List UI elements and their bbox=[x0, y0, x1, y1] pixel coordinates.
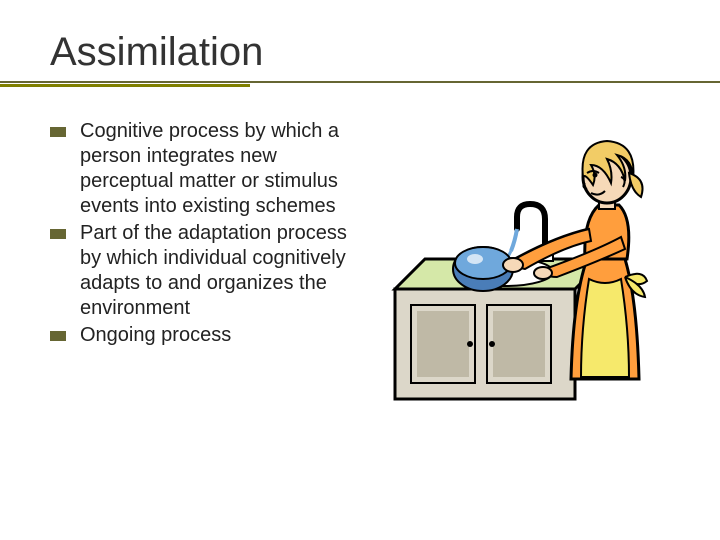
bullet-list: Cognitive process by which a person inte… bbox=[50, 119, 350, 419]
square-bullet-icon bbox=[50, 229, 66, 239]
illustration bbox=[370, 119, 670, 419]
bullet-text: Ongoing process bbox=[80, 323, 231, 348]
washing-dishes-icon bbox=[375, 119, 665, 419]
list-item: Cognitive process by which a person inte… bbox=[50, 119, 350, 219]
slide-title: Assimilation bbox=[50, 30, 670, 75]
list-item: Part of the adaptation process by which … bbox=[50, 221, 350, 321]
title-rule bbox=[50, 81, 670, 91]
square-bullet-icon bbox=[50, 127, 66, 137]
rule-line bbox=[0, 81, 720, 83]
bullet-text: Part of the adaptation process by which … bbox=[80, 221, 350, 321]
list-item: Ongoing process bbox=[50, 323, 350, 348]
slide: Assimilation Cognitive process by which … bbox=[0, 0, 720, 540]
content-row: Cognitive process by which a person inte… bbox=[50, 119, 670, 419]
rule-accent bbox=[0, 84, 250, 87]
bullet-text: Cognitive process by which a person inte… bbox=[80, 119, 350, 219]
square-bullet-icon bbox=[50, 331, 66, 341]
